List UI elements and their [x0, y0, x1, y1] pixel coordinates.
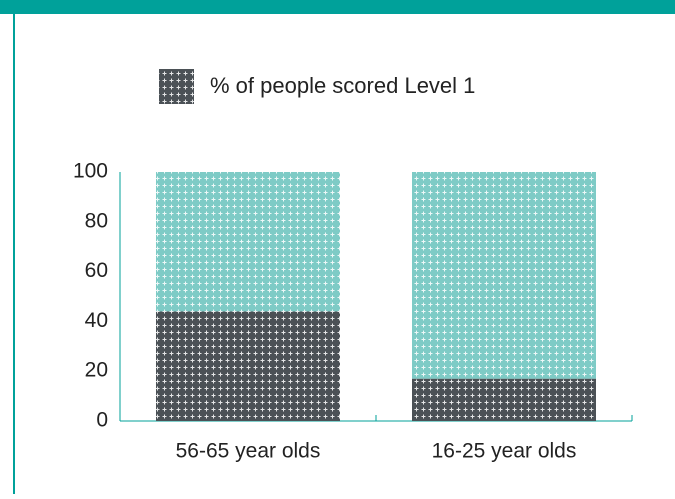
y-tick-label: 0 [96, 409, 108, 432]
y-tick-label: 80 [85, 209, 108, 232]
bar-segment [156, 311, 340, 421]
y-tick-label: 100 [73, 160, 108, 183]
bar-segment [156, 172, 340, 312]
legend-label: % of people scored Level 1 [210, 73, 475, 98]
y-tick-label: 40 [85, 309, 108, 332]
header-bar [0, 0, 675, 14]
x-tick-label: 16-25 year olds [432, 440, 577, 463]
frame-line [13, 0, 15, 494]
bar-segment [412, 378, 596, 421]
bar-segment [412, 172, 596, 379]
y-tick-label: 60 [85, 259, 108, 282]
legend-swatch [159, 69, 194, 104]
x-tick-label: 56-65 year olds [176, 440, 321, 463]
y-tick-label: 20 [85, 359, 108, 382]
